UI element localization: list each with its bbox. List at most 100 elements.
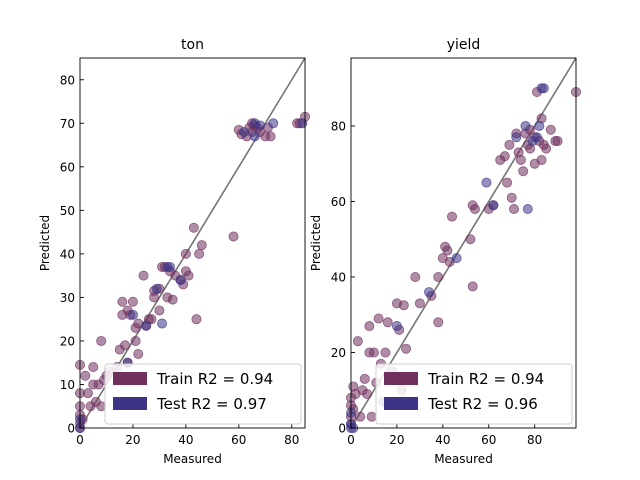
test-point — [127, 309, 138, 320]
train-point — [194, 248, 205, 259]
legend-swatch — [384, 372, 418, 385]
train-point — [433, 271, 444, 282]
train-point — [88, 362, 99, 373]
y-tick-label: 10 — [60, 378, 75, 392]
legend-box — [375, 363, 573, 425]
train-point — [362, 389, 373, 400]
y-tick-label: 40 — [60, 247, 75, 261]
train-point — [167, 294, 178, 305]
legend-label: Train R2 = 0.94 — [427, 370, 544, 388]
y-tick-label: 20 — [60, 334, 75, 348]
legend-label: Train R2 = 0.94 — [156, 370, 273, 388]
y-tick-label: 60 — [331, 195, 346, 209]
x-tick-label: 20 — [125, 433, 140, 447]
y-tick-label: 0 — [67, 422, 75, 436]
train-point — [382, 317, 393, 328]
test-point — [511, 132, 522, 143]
train-point — [414, 298, 425, 309]
train-point — [188, 222, 199, 233]
test-point — [424, 287, 435, 298]
train-point — [352, 336, 363, 347]
test-point — [538, 83, 549, 94]
plot-area: 0 20 40 60 80 0 20 40 60 80 Train R2 = 0.94 Test R2… — [331, 57, 582, 447]
test-point — [488, 200, 499, 211]
test-point — [534, 120, 545, 131]
legend-swatch — [113, 397, 147, 410]
train-point — [154, 305, 165, 316]
chart-title: ton — [181, 37, 204, 53]
train-point — [469, 204, 480, 215]
x-tick-label: 60 — [231, 433, 246, 447]
x-tick-label: 40 — [435, 433, 450, 447]
train-point — [130, 335, 141, 346]
y-axis-label: Predicted — [309, 215, 323, 271]
train-point — [541, 143, 552, 154]
train-point — [465, 234, 476, 245]
train-point — [228, 231, 239, 242]
test-point — [164, 261, 175, 272]
axes-frame — [79, 57, 306, 429]
y-tick-label: 70 — [60, 117, 75, 131]
train-point — [552, 136, 563, 147]
test-point — [157, 318, 168, 329]
train-point — [368, 347, 379, 358]
train-point — [410, 271, 421, 282]
train-point — [96, 401, 107, 412]
y-axis-label: Predicted — [38, 215, 52, 271]
legend-box — [104, 363, 302, 425]
train-point — [380, 347, 391, 358]
test-point — [451, 253, 462, 264]
train-point — [183, 270, 194, 281]
train-point — [536, 154, 547, 165]
train-point — [442, 245, 453, 256]
train-point — [133, 348, 144, 359]
legend-swatch — [384, 397, 418, 410]
train-point — [120, 340, 131, 351]
y-tick-label: 60 — [60, 160, 75, 174]
y-tick-label: 80 — [60, 73, 75, 87]
train-point — [355, 411, 366, 422]
train-point — [138, 270, 149, 281]
train-point — [180, 248, 191, 259]
train-point — [359, 373, 370, 384]
test-point — [268, 118, 279, 129]
test-point — [522, 204, 533, 215]
y-tick-label: 40 — [331, 270, 346, 284]
test-point — [254, 120, 265, 131]
x-tick-label: 0 — [347, 433, 355, 447]
test-point — [141, 320, 152, 331]
legend-label: Test R2 = 0.97 — [156, 395, 267, 413]
train-point — [518, 166, 529, 177]
train-point — [366, 411, 377, 422]
x-axis-label: Measured — [434, 452, 493, 466]
train-point — [545, 124, 556, 135]
train-point — [96, 335, 107, 346]
x-axis-label: Measured — [163, 452, 222, 466]
test-point — [151, 283, 162, 294]
train-point — [509, 204, 520, 215]
y-tick-label: 30 — [60, 291, 75, 305]
train-point — [506, 192, 517, 203]
x-tick-label: 60 — [481, 433, 496, 447]
train-point — [515, 154, 526, 165]
test-point — [481, 177, 492, 188]
train-point — [467, 281, 478, 292]
train-point — [191, 314, 202, 325]
chart-panel-ton: ton Measured Predicted 0 20 40 60 80 0 10 20 30 4… — [38, 37, 310, 466]
test-point — [175, 274, 186, 285]
train-point — [196, 240, 207, 251]
train-point — [433, 317, 444, 328]
test-point — [297, 118, 308, 129]
x-tick-label: 80 — [284, 433, 299, 447]
chart-panel-yield: yield Measured Predicted 0 20 40 60 80 0 20 40 6… — [309, 37, 582, 466]
x-tick-label: 40 — [178, 433, 193, 447]
x-tick-label: 20 — [389, 433, 404, 447]
train-point — [504, 139, 515, 150]
train-point — [447, 211, 458, 222]
test-point — [531, 132, 542, 143]
test-point — [249, 131, 260, 142]
train-point — [146, 314, 157, 325]
y-tick-label: 80 — [331, 119, 346, 133]
test-point — [391, 321, 402, 332]
